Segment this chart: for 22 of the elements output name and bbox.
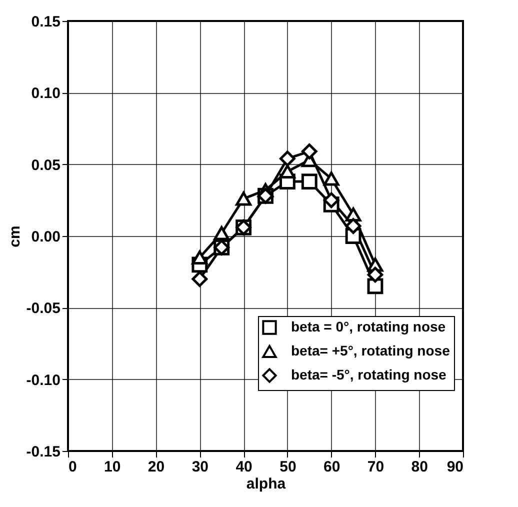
x-tick-label: 70 — [367, 458, 384, 476]
x-tick-label: 50 — [280, 458, 296, 476]
x-tick-label: 60 — [323, 458, 340, 476]
x-tick-label: 40 — [236, 458, 252, 476]
legend-label: beta= +5°, rotating nose — [291, 342, 450, 358]
y-tick-label: 0.10 — [31, 85, 60, 102]
y-tick-label: 0.00 — [31, 228, 60, 246]
y-axis-title: cm — [6, 226, 24, 248]
x-tick-label: 30 — [192, 458, 209, 476]
y-tick-label: -0.05 — [26, 300, 60, 318]
y-tick-label: -0.15 — [26, 444, 60, 460]
x-tick-label: 20 — [148, 458, 165, 476]
x-tick-label: 0 — [68, 458, 77, 476]
legend-label: beta= -5°, rotating nose — [291, 366, 447, 382]
x-axis-title: alpha — [246, 476, 286, 492]
legend-label: beta = 0°, rotating nose — [291, 318, 446, 334]
x-tick-label: 10 — [104, 458, 121, 476]
x-tick-label: 90 — [446, 458, 464, 476]
x-tick-label: 80 — [411, 458, 428, 476]
y-tick-label: 0.15 — [31, 14, 60, 30]
y-tick-label: -0.10 — [26, 372, 60, 389]
y-tick-label: 0.05 — [31, 156, 60, 174]
